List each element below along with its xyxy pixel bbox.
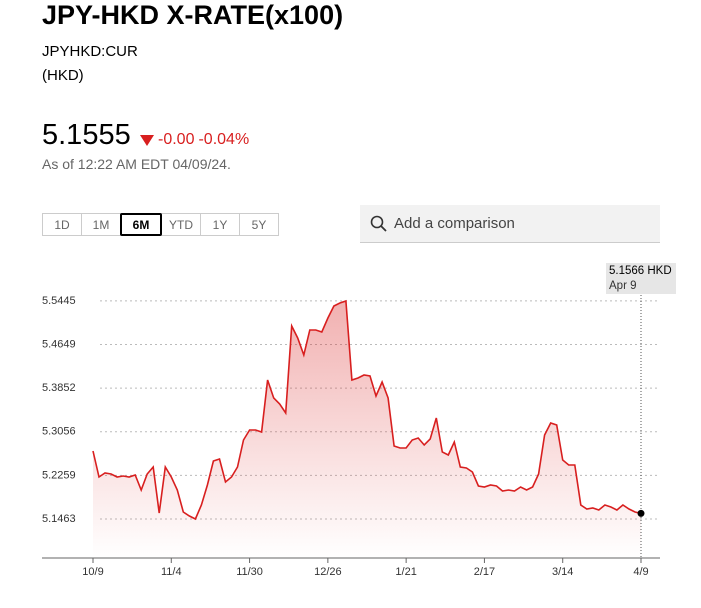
- x-tick-label: 3/14: [552, 566, 573, 578]
- range-button[interactable]: 1M: [81, 213, 121, 236]
- price: 5.1555: [42, 119, 131, 151]
- tooltip-box: [606, 263, 676, 294]
- range-button[interactable]: 1Y: [200, 213, 240, 236]
- search-placeholder: Add a comparison: [394, 215, 515, 232]
- y-tick-label: 5.3056: [42, 426, 76, 438]
- title: JPY-HKD X-RATE(x100): [42, 0, 344, 30]
- change: -0.00 -0.04%: [140, 131, 249, 149]
- range-button[interactable]: 6M: [120, 213, 162, 236]
- change-value: -0.00: [158, 131, 195, 148]
- range-button[interactable]: YTD: [161, 213, 201, 236]
- area-fill: [93, 301, 641, 558]
- range-buttons: 1D 1M 6M YTD 1Y 5Y: [42, 213, 279, 236]
- x-tick-label: 11/4: [161, 566, 182, 578]
- x-tick-label: 1/21: [395, 566, 416, 578]
- x-tick-label: 11/30: [236, 566, 263, 578]
- y-tick-label: 5.4649: [42, 338, 76, 350]
- as-of: As of 12:22 AM EDT 04/09/24.: [42, 156, 231, 172]
- price-line: [92, 299, 642, 521]
- range-button[interactable]: 5Y: [239, 213, 279, 236]
- tooltip-date: Apr 9: [609, 280, 637, 292]
- change-percent: -0.04%: [198, 131, 250, 148]
- x-tick-label: 12/26: [314, 566, 342, 578]
- tooltip-value: 5.1566 HKD: [609, 265, 672, 277]
- y-tick-label: 5.3852: [42, 382, 76, 394]
- comparison-search[interactable]: Add a comparison: [360, 205, 660, 243]
- search-icon: [370, 215, 387, 232]
- last-point: [637, 509, 645, 517]
- x-tick-label: 10/9: [82, 566, 103, 578]
- x-tick-label: 4/9: [633, 566, 648, 578]
- x-tick-label: 2/17: [474, 566, 495, 578]
- y-tick-label: 5.2259: [42, 469, 76, 481]
- y-tick-label: 5.5445: [42, 295, 76, 307]
- y-tick-label: 5.1463: [42, 513, 76, 525]
- currency: (HKD): [42, 67, 84, 84]
- ticker: JPYHKD:CUR: [42, 43, 138, 60]
- down-arrow: [140, 135, 154, 146]
